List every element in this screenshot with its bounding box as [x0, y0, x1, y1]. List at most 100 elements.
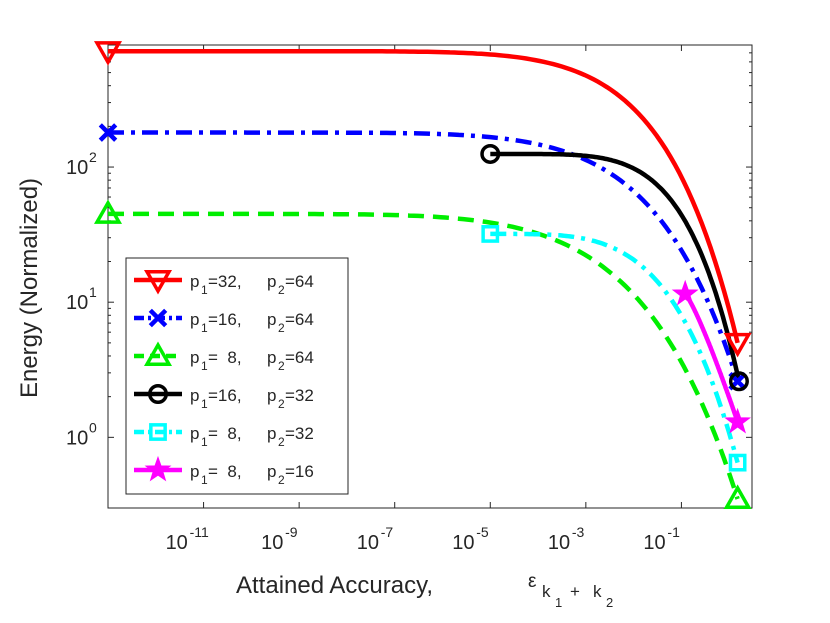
legend-entry: p 1 = 8, p 2 =32 — [134, 423, 314, 449]
x-tick-exponent: -3 — [572, 524, 585, 540]
x-tick-exponent: -1 — [667, 524, 680, 540]
legend-label-b-val: =64 — [285, 348, 314, 367]
legend-label-a: p — [190, 424, 199, 443]
legend-entry: p 1 =16, p 2 =32 — [134, 384, 314, 411]
legend-label-b-sub: 2 — [278, 473, 285, 487]
x-tick-label: 10 -1 — [643, 524, 680, 554]
series-marker-square — [481, 225, 500, 243]
legend-label-b-sub: 2 — [278, 435, 285, 449]
legend-label-a-sub: 1 — [201, 283, 208, 297]
y-tick-exponent: 0 — [89, 419, 97, 435]
series-line — [108, 48, 740, 344]
symbol-sub-1: 1 — [555, 595, 562, 610]
x-axis-symbol: ε k 1 + k 2 — [528, 571, 613, 610]
legend-label-b-val: =64 — [285, 272, 314, 291]
legend-label-b: p — [267, 348, 276, 367]
legend-label-b: p — [267, 386, 276, 405]
legend-label-a-val: =16, — [208, 310, 242, 329]
x-tick-label: 10 -7 — [357, 524, 394, 554]
series-line — [108, 211, 740, 500]
legend-label-b: p — [267, 424, 276, 443]
legend-label-b-sub: 2 — [278, 397, 285, 411]
series-marker-triangle-up — [723, 484, 752, 509]
y-tick-label: 10 1 — [66, 284, 97, 314]
legend-entry: p 1 = 8, p 2 =64 — [134, 341, 314, 373]
legend-label-a-val: = 8, — [208, 424, 242, 443]
x-tick-exponent: -5 — [476, 524, 489, 540]
legend-label-a-sub: 1 — [201, 359, 208, 373]
legend-label-a-sub: 1 — [201, 321, 208, 335]
series-line — [490, 151, 742, 382]
legend-label-a: p — [190, 272, 199, 291]
series-marker-pentagram — [671, 279, 699, 306]
x-tick-base: 10 — [548, 532, 570, 554]
y-tick-base: 10 — [66, 427, 88, 449]
legend-label-b-val: =32 — [285, 424, 314, 443]
symbol-sub-k2: k — [593, 582, 602, 601]
series-line — [108, 130, 740, 382]
x-axis-label: Attained Accuracy, — [236, 572, 433, 599]
legend-label-a-sub: 1 — [201, 397, 208, 411]
legend-label-b-val: =16 — [285, 462, 314, 481]
y-tick-label: 10 0 — [66, 419, 97, 449]
legend-label-a: p — [190, 348, 199, 367]
legend-entry: p 1 = 8, p 2 =16 — [134, 455, 314, 487]
legend-label-b: p — [267, 462, 276, 481]
y-tick-base: 10 — [66, 157, 88, 179]
legend-label-b-sub: 2 — [278, 359, 285, 373]
x-tick-exponent: -11 — [190, 524, 209, 540]
series-marker-circle — [728, 371, 749, 392]
epsilon-symbol: ε — [528, 571, 537, 592]
legend-entry: p 1 =16, p 2 =64 — [134, 308, 314, 335]
legend-label-b: p — [267, 272, 276, 291]
x-tick-base: 10 — [452, 532, 474, 554]
legend-box — [125, 257, 349, 495]
legend: p 1 =32, p 2 =64p 1 =16, p 2 =64p 1 = 8, p 2 =64p 1 =16, p… — [125, 257, 349, 495]
x-tick-label: 10 -11 — [166, 524, 209, 554]
symbol-sub-k1: k — [542, 582, 551, 601]
legend-label-a-val: =32, — [208, 272, 242, 291]
legend-label-b-sub: 2 — [278, 321, 285, 335]
legend-marker-x — [148, 308, 168, 328]
x-tick-label: 10 -9 — [261, 524, 298, 554]
legend-label-a: p — [190, 386, 199, 405]
legend-label-a-sub: 1 — [201, 473, 208, 487]
legend-marker-pentagram — [144, 455, 172, 482]
legend-label-b: p — [267, 310, 276, 329]
y-tick-base: 10 — [66, 292, 88, 314]
symbol-sub-2: 2 — [606, 595, 613, 610]
legend-marker-square — [149, 423, 167, 441]
symbol-plus: + — [570, 582, 580, 601]
legend-label-a-val: =16, — [208, 386, 242, 405]
series-marker-x — [98, 123, 118, 142]
series-marker-triangle-down — [723, 332, 752, 358]
y-tick-exponent: 1 — [89, 284, 97, 300]
series-line — [683, 292, 740, 423]
series-marker-circle — [480, 143, 501, 164]
series-line — [490, 231, 740, 464]
series-marker-square — [728, 453, 747, 472]
x-tick-base: 10 — [261, 532, 283, 554]
y-tick-exponent: 2 — [89, 149, 97, 165]
x-tick-label: 10 -3 — [548, 524, 585, 554]
x-tick-exponent: -9 — [285, 524, 298, 540]
series-marker-triangle-down — [93, 41, 123, 66]
x-tick-base: 10 — [357, 532, 379, 554]
legend-label-b-sub: 2 — [278, 283, 285, 297]
x-tick-label: 10 -5 — [452, 524, 489, 554]
legend-label-a-val: = 8, — [208, 462, 242, 481]
legend-label-a-val: = 8, — [208, 348, 242, 367]
legend-label-a: p — [190, 310, 199, 329]
legend-label-a-sub: 1 — [201, 435, 208, 449]
legend-marker-triangle-up — [143, 341, 173, 366]
x-tick-base: 10 — [166, 532, 188, 554]
y-axis-label: Energy (Normalized) — [16, 178, 43, 398]
legend-label-b-val: =64 — [285, 310, 314, 329]
y-tick-label: 10 2 — [66, 149, 97, 179]
series-marker-pentagram — [724, 407, 752, 434]
x-tick-exponent: -7 — [381, 524, 394, 540]
series-marker-triangle-up — [93, 199, 123, 224]
legend-marker-triangle-down — [143, 270, 173, 295]
legend-label-b-val: =32 — [285, 386, 314, 405]
